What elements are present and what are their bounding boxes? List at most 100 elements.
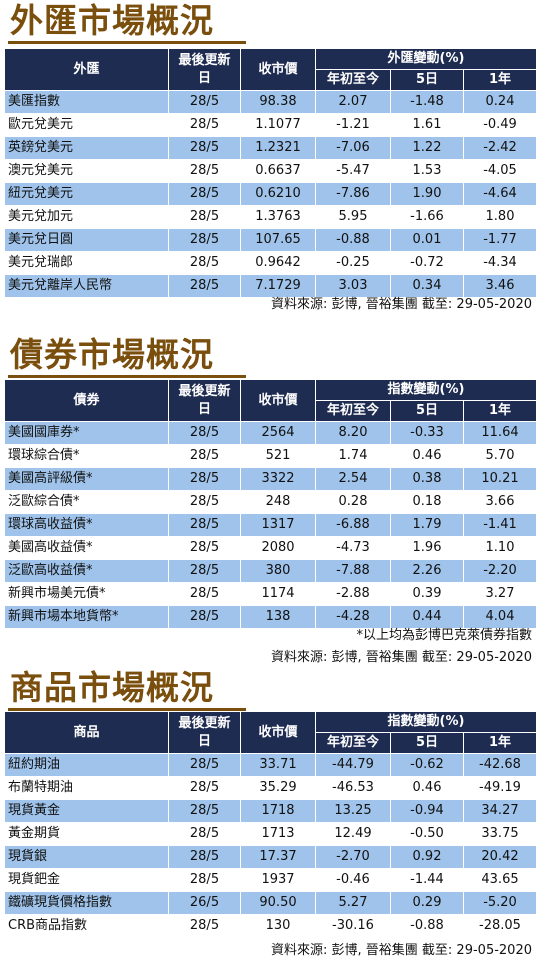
row-name: 布蘭特期油 <box>4 776 169 800</box>
row-date: 28/5 <box>168 822 241 846</box>
row-5d: -0.33 <box>390 421 464 445</box>
row-1y: 3.66 <box>462 490 538 514</box>
row-name: 環球高收益債* <box>4 513 169 537</box>
row-ytd: 1.74 <box>315 444 391 468</box>
table-row: 布蘭特期油 28/5 35.29 -46.53 0.46 -49.19 <box>4 776 538 800</box>
table-row: 環球綜合債* 28/5 521 1.74 0.46 5.70 <box>4 444 538 468</box>
commodities-header-close: 收市價 <box>240 711 316 754</box>
row-name: 新興市場本地貨幣* <box>4 605 169 629</box>
row-name: 美元兌瑞郎 <box>4 251 169 275</box>
row-close: 380 <box>240 559 316 583</box>
row-ytd: -30.16 <box>315 914 391 938</box>
row-close: 3322 <box>240 467 316 491</box>
row-date: 28/5 <box>168 582 241 606</box>
row-date: 28/5 <box>168 113 241 137</box>
row-5d: 0.44 <box>390 605 464 629</box>
fx-rows: 美匯指數 28/5 98.38 2.07 -1.48 0.24 歐元兌美元 28/5 1.107… <box>4 90 538 298</box>
fx-header-name: 外匯 <box>4 48 169 91</box>
row-1y: -42.68 <box>462 753 538 777</box>
commodities-header-1y: 1年 <box>462 732 538 754</box>
fx-header-1y: 1年 <box>462 69 538 91</box>
row-ytd: -6.88 <box>315 513 391 537</box>
bonds-footnote: *以上均為彭博巴克萊債券指數 <box>356 628 532 643</box>
row-date: 28/5 <box>168 605 241 629</box>
row-name: 泛歐高收益債* <box>4 559 169 583</box>
table-row: 紐元兌美元 28/5 0.6210 -7.86 1.90 -4.64 <box>4 182 538 206</box>
table-row: 新興市場美元債* 28/5 1174 -2.88 0.39 3.27 <box>4 582 538 606</box>
row-ytd: -5.47 <box>315 159 391 183</box>
fx-header-change-group: 外匯變動(%) <box>314 48 538 70</box>
row-close: 107.65 <box>240 228 316 252</box>
fx-source-note: 資料來源: 彭博, 晉裕集團 截至: 29-05-2020 <box>271 297 532 312</box>
row-close: 1317 <box>240 513 316 537</box>
table-row: 環球高收益債* 28/5 1317 -6.88 1.79 -1.41 <box>4 513 538 537</box>
row-date: 28/5 <box>168 228 241 252</box>
row-date: 28/5 <box>168 914 241 938</box>
table-row: 泛歐高收益債* 28/5 380 -7.88 2.26 -2.20 <box>4 559 538 583</box>
fx-table: 外匯 最後更新日 收市價 外匯變動(%) 年初至今 5日 1年 美匯指數 28/5… <box>4 48 538 298</box>
row-name: 鐵礦現貨價格指數 <box>4 891 169 915</box>
row-date: 28/5 <box>168 136 241 160</box>
row-name: 泛歐綜合債* <box>4 490 169 514</box>
fx-header-date: 最後更新日 <box>168 48 241 91</box>
row-1y: -4.34 <box>462 251 538 275</box>
row-date: 28/5 <box>168 845 241 869</box>
row-5d: 0.92 <box>390 845 464 869</box>
commodities-source-note: 資料來源: 彭博, 晉裕集團 截至: 29-05-2020 <box>271 943 532 958</box>
table-row: 鐵礦現貨價格指數 26/5 90.50 5.27 0.29 -5.20 <box>4 891 538 915</box>
row-5d: 0.46 <box>390 444 464 468</box>
bonds-rows: 美國國庫券* 28/5 2564 8.20 -0.33 11.64 環球綜合債* 28/5 52… <box>4 421 538 629</box>
table-row: 歐元兌美元 28/5 1.1077 -1.21 1.61 -0.49 <box>4 113 538 137</box>
row-ytd: 13.25 <box>315 799 391 823</box>
table-row: 現貨銀 28/5 17.37 -2.70 0.92 20.42 <box>4 845 538 869</box>
row-close: 1.3763 <box>240 205 316 229</box>
table-row: 泛歐綜合債* 28/5 248 0.28 0.18 3.66 <box>4 490 538 514</box>
row-1y: -4.64 <box>462 182 538 206</box>
row-ytd: 3.03 <box>315 274 391 298</box>
row-1y: -49.19 <box>462 776 538 800</box>
row-date: 26/5 <box>168 891 241 915</box>
row-5d: 1.61 <box>390 113 464 137</box>
row-ytd: -44.79 <box>315 753 391 777</box>
commodities-rows: 紐約期油 28/5 33.71 -44.79 -0.62 -42.68 布蘭特期油 28/5 3… <box>4 753 538 938</box>
fx-title: 外匯市場概況 <box>10 1 214 40</box>
row-ytd: -7.86 <box>315 182 391 206</box>
row-5d: 0.01 <box>390 228 464 252</box>
row-5d: -1.44 <box>390 868 464 892</box>
row-5d: 0.29 <box>390 891 464 915</box>
commodities-header-name: 商品 <box>4 711 169 754</box>
row-ytd: -0.25 <box>315 251 391 275</box>
row-5d: 0.18 <box>390 490 464 514</box>
row-5d: 1.90 <box>390 182 464 206</box>
row-ytd: 2.07 <box>315 90 391 114</box>
row-date: 28/5 <box>168 421 241 445</box>
row-5d: -0.62 <box>390 753 464 777</box>
row-1y: 3.46 <box>462 274 538 298</box>
fx-header-close: 收市價 <box>240 48 316 91</box>
row-name: 現貨鈀金 <box>4 868 169 892</box>
row-date: 28/5 <box>168 753 241 777</box>
table-row: 美元兌瑞郎 28/5 0.9642 -0.25 -0.72 -4.34 <box>4 251 538 275</box>
row-1y: 0.24 <box>462 90 538 114</box>
row-date: 28/5 <box>168 559 241 583</box>
row-5d: 2.26 <box>390 559 464 583</box>
bonds-title-underline <box>8 375 246 378</box>
row-close: 17.37 <box>240 845 316 869</box>
row-close: 521 <box>240 444 316 468</box>
row-close: 130 <box>240 914 316 938</box>
table-row: 美國高收益債* 28/5 2080 -4.73 1.96 1.10 <box>4 536 538 560</box>
row-1y: 4.04 <box>462 605 538 629</box>
row-name: 現貨銀 <box>4 845 169 869</box>
row-5d: 1.22 <box>390 136 464 160</box>
row-5d: -0.50 <box>390 822 464 846</box>
row-5d: 1.96 <box>390 536 464 560</box>
fx-header-ytd: 年初至今 <box>315 69 391 91</box>
row-1y: -2.42 <box>462 136 538 160</box>
bonds-header-ytd: 年初至今 <box>315 400 391 422</box>
row-date: 28/5 <box>168 90 241 114</box>
table-row: 現貨黃金 28/5 1718 13.25 -0.94 34.27 <box>4 799 538 823</box>
row-1y: -4.05 <box>462 159 538 183</box>
row-name: 美國國庫券* <box>4 421 169 445</box>
row-ytd: 5.95 <box>315 205 391 229</box>
row-date: 28/5 <box>168 799 241 823</box>
